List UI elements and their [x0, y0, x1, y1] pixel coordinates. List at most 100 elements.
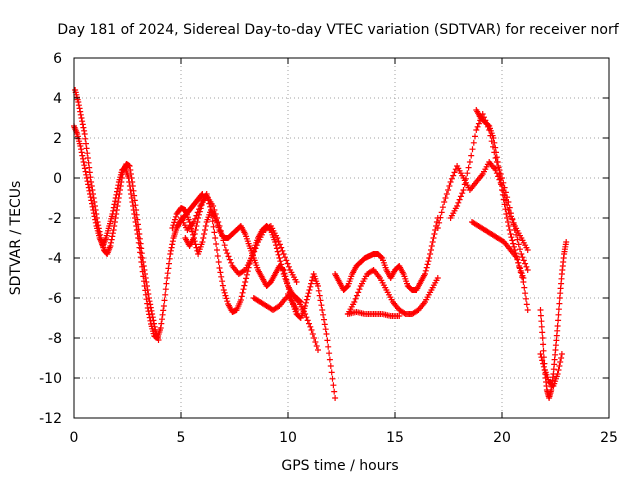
data-point: [522, 290, 529, 297]
data-point: [555, 367, 562, 373]
data-point: [519, 274, 526, 281]
data-point: [80, 124, 87, 131]
data-point: [243, 275, 250, 282]
data-point: [554, 371, 561, 377]
data-point: [540, 360, 547, 367]
data-point: [538, 318, 545, 325]
data-point: [242, 279, 249, 285]
data-point: [448, 175, 455, 182]
data-point: [492, 144, 499, 151]
data-point: [504, 215, 511, 221]
data-point: [469, 146, 476, 153]
data-point: [517, 269, 524, 276]
y-tick-label: -12: [39, 411, 62, 427]
data-point: [516, 264, 523, 271]
grid: [74, 58, 609, 418]
data-point: [307, 283, 314, 290]
data-point: [515, 241, 522, 248]
data-point: [276, 255, 283, 261]
data-point: [524, 247, 531, 253]
data-point: [274, 248, 281, 255]
data-point: [455, 199, 462, 206]
y-tick-label: -2: [48, 211, 62, 227]
data-point: [425, 258, 432, 265]
data-point: [355, 289, 362, 296]
data-point: [422, 267, 429, 274]
data-point: [558, 355, 565, 361]
data-point: [511, 243, 517, 250]
data-point: [108, 236, 115, 243]
data-point: [326, 356, 333, 363]
data-point: [192, 241, 199, 248]
y-tick-label: -6: [48, 291, 62, 307]
data-point: [224, 298, 231, 305]
data-point: [211, 207, 218, 213]
data-point: [213, 241, 220, 247]
data-point: [475, 120, 482, 127]
data-point: [305, 290, 312, 297]
data-point: [155, 337, 162, 343]
data-point: [496, 170, 503, 177]
data-point: [442, 195, 449, 201]
data-point: [83, 175, 90, 181]
data-point: [330, 382, 337, 389]
data-point: [485, 122, 492, 129]
data-point: [240, 267, 247, 274]
data-point: [111, 223, 118, 229]
y-tick-label: -8: [48, 331, 62, 347]
data-point: [172, 216, 178, 223]
data-point: [225, 253, 232, 260]
data-point: [312, 339, 319, 345]
data-point: [510, 240, 517, 247]
data-point: [423, 264, 430, 271]
data-point: [158, 320, 165, 327]
y-tick-label: 2: [53, 131, 62, 147]
data-point: [396, 313, 403, 319]
data-point: [454, 203, 461, 209]
data-point: [518, 251, 525, 257]
data-point: [540, 363, 547, 370]
data-point: [201, 231, 208, 237]
data-point: [220, 287, 227, 293]
data-point: [507, 231, 514, 237]
data-point: [274, 235, 281, 241]
data-point: [460, 187, 467, 193]
data-point: [215, 259, 222, 265]
data-point: [117, 187, 123, 193]
data-point: [283, 257, 290, 264]
data-point: [273, 245, 280, 252]
data-marks: [71, 87, 570, 401]
data-point: [163, 280, 170, 287]
data-point: [147, 304, 154, 311]
y-tick-label: -10: [39, 371, 62, 387]
data-point: [118, 175, 125, 181]
data-point: [523, 301, 530, 308]
data-point: [151, 320, 157, 327]
data-point: [509, 215, 516, 222]
data-point: [461, 181, 468, 188]
data-point: [424, 261, 431, 268]
data-point: [508, 234, 515, 241]
data-point: [77, 143, 84, 149]
plot-frame: [73, 57, 610, 419]
data-point: [557, 359, 564, 365]
data-point: [308, 280, 315, 287]
data-point: [172, 213, 179, 220]
data-point: [514, 255, 520, 261]
data-point: [509, 237, 516, 244]
data-point: [272, 239, 279, 245]
data-point: [344, 283, 351, 290]
data-point: [216, 265, 223, 271]
x-axis-label: GPS time / hours: [281, 458, 398, 474]
data-point: [171, 219, 178, 226]
data-point: [114, 203, 121, 209]
data-point: [166, 260, 172, 267]
data-point: [282, 254, 288, 261]
data-point: [434, 225, 441, 231]
data-point: [117, 183, 124, 189]
data-point: [214, 215, 220, 221]
data-point: [222, 247, 229, 253]
data-point: [226, 256, 233, 263]
data-point: [192, 227, 199, 233]
